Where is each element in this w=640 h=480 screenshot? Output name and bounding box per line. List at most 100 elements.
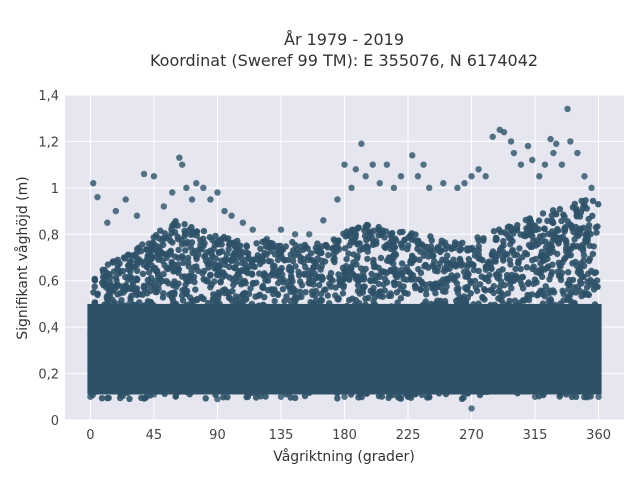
x-tick-labels: 0 45 90 135 180 225 270 315 360 <box>86 428 611 443</box>
scatter-point <box>377 254 385 262</box>
scatter-point <box>335 296 342 303</box>
scatter-point <box>526 221 533 228</box>
scatter-point <box>325 251 332 259</box>
scatter-point <box>572 289 580 296</box>
scatter-point <box>318 273 325 280</box>
scatter-point <box>263 235 271 243</box>
scatter-point <box>417 248 424 255</box>
scatter-point <box>160 241 167 249</box>
scatter-point <box>500 128 508 136</box>
scatter-point <box>286 263 293 271</box>
scatter-point <box>457 246 464 253</box>
scatter-point <box>192 286 199 293</box>
scatter-point <box>259 258 267 265</box>
scatter-point <box>307 250 315 257</box>
scatter-point <box>581 289 588 296</box>
scatter-point <box>180 259 187 267</box>
scatter-point <box>170 268 177 275</box>
scatter-point <box>589 197 597 205</box>
scatter-point <box>349 295 356 302</box>
scatter-point <box>228 240 236 247</box>
scatter-point <box>216 249 224 256</box>
scatter-point <box>400 283 407 290</box>
scatter-point <box>87 393 94 400</box>
scatter-point <box>383 161 391 168</box>
scatter-point <box>400 275 407 283</box>
scatter-point <box>360 284 367 291</box>
scatter-point <box>583 235 590 243</box>
scatter-point <box>140 170 148 178</box>
scatter-point <box>363 224 370 231</box>
y-tick-labels: 0 0,2 0,4 0,6 0,8 1 1,2 1,4 <box>38 89 59 429</box>
scatter-point <box>178 236 185 244</box>
scatter-point <box>475 251 482 258</box>
scatter-point <box>306 231 313 238</box>
scatter-point <box>176 154 183 161</box>
scatter-point <box>253 240 260 247</box>
scatter-point <box>171 222 178 229</box>
scatter-point <box>100 280 108 288</box>
scatter-point <box>531 393 539 400</box>
x-tick-label: 225 <box>396 428 421 443</box>
scatter-point <box>567 138 574 145</box>
scatter-point <box>510 149 518 157</box>
scatter-point <box>122 282 130 289</box>
scatter-point <box>594 223 601 230</box>
scatter-point <box>397 395 405 402</box>
scatter-point <box>354 282 362 289</box>
scatter-point <box>291 231 299 238</box>
scatter-point <box>381 268 388 276</box>
scatter-point <box>372 262 379 270</box>
scatter-point <box>509 247 516 254</box>
scatter-point <box>214 189 221 196</box>
scatter-point <box>150 391 158 398</box>
scatter-point <box>313 248 320 255</box>
scatter-point <box>529 233 536 240</box>
scatter-point <box>292 287 299 294</box>
scatter-point <box>187 231 194 238</box>
scatter-point <box>571 236 578 243</box>
scatter-point <box>341 393 348 400</box>
scatter-point <box>507 261 514 268</box>
scatter-point <box>568 393 576 400</box>
scatter-point <box>352 166 359 173</box>
scatter-point <box>362 295 369 302</box>
scatter-point <box>181 221 188 228</box>
y-tick-label: 0,6 <box>38 275 59 290</box>
scatter-point <box>343 228 351 235</box>
scatter-point <box>122 196 129 203</box>
scatter-point <box>360 269 367 277</box>
scatter-point <box>280 279 287 286</box>
scatter-point <box>515 257 522 264</box>
scatter-point <box>475 246 482 254</box>
scatter-point <box>500 291 507 299</box>
scatter-point <box>171 300 179 308</box>
scatter-point <box>408 236 415 243</box>
scatter-point <box>159 257 166 265</box>
scatter-point <box>343 256 350 263</box>
scatter-point <box>356 276 363 283</box>
scatter-point <box>202 395 209 402</box>
scatter-point <box>401 236 408 243</box>
scatter-point <box>590 279 597 286</box>
scatter-point <box>161 230 168 237</box>
scatter-point <box>452 262 459 269</box>
scatter-point <box>150 173 158 180</box>
scatter-point <box>399 228 406 236</box>
scatter-point <box>482 173 489 180</box>
scatter-point <box>417 286 424 294</box>
scatter-point <box>156 247 164 254</box>
scatter-point <box>277 247 285 254</box>
scatter-point <box>160 270 167 278</box>
scatter-point <box>104 219 111 226</box>
scatter-point <box>182 240 190 247</box>
scatter-point <box>553 140 560 147</box>
scatter-point <box>126 273 133 280</box>
scatter-point <box>178 292 186 299</box>
scatter-point <box>188 196 196 203</box>
scatter-point <box>434 297 441 304</box>
scatter-point <box>298 293 305 300</box>
scatter-point <box>390 260 397 267</box>
scatter-point <box>560 256 568 263</box>
scatter-point <box>210 291 217 298</box>
